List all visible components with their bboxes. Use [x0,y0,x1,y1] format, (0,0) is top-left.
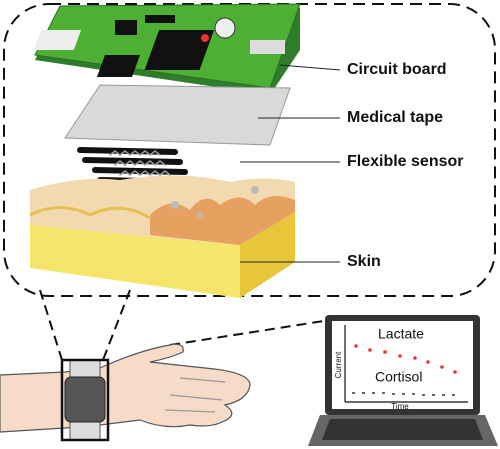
link-line [169,319,331,346]
screen-y-axis: Current [334,351,343,378]
screen-lactate: Lactate [378,326,424,342]
screen-cortisol: Cortisol [375,369,422,385]
smartwatch [60,358,110,442]
callout-line [39,289,63,361]
medical-tape [64,84,291,146]
skin-block [29,175,295,298]
circuit-board [33,3,301,95]
leader-line [279,64,341,71]
arm-hand [0,343,251,433]
screen-x-axis: Time [391,402,409,411]
callout-line [102,289,131,361]
label-circuit-board: Circuit board [347,61,447,78]
label-flexible-sensor: Flexible sensor [347,153,464,170]
label-medical-tape: Medical tape [347,109,443,126]
laptop: Lactate Cortisol Current Time [308,315,498,446]
label-skin: Skin [347,253,381,270]
